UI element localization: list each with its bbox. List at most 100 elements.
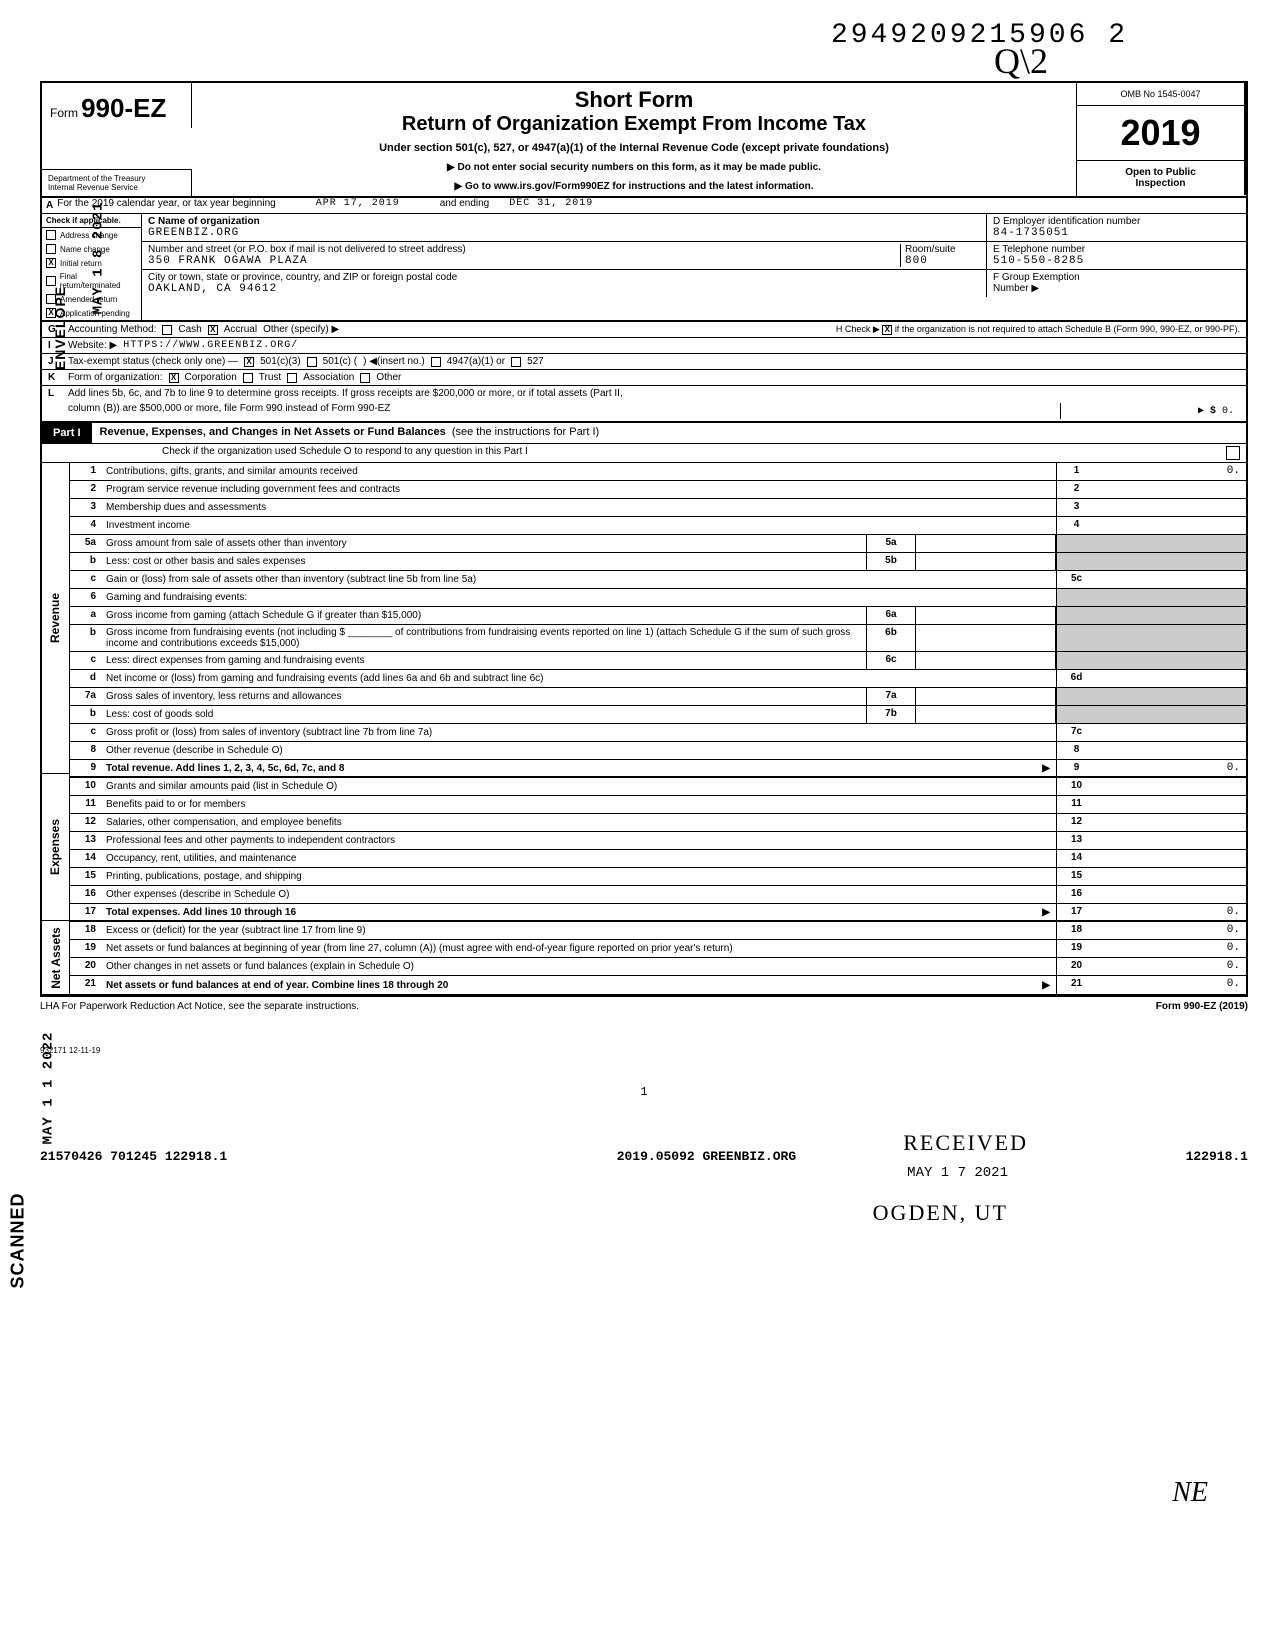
mid-line-number: 6a: [866, 607, 916, 624]
table-row: cLess: direct expenses from gaming and f…: [70, 652, 1246, 670]
amount-value: [1096, 481, 1246, 498]
line-text: Less: cost of goods sold: [100, 706, 866, 723]
amount-value: [1096, 670, 1246, 687]
right-line-number: 11: [1056, 796, 1096, 813]
right-val-shaded: [1096, 607, 1246, 624]
amount-value: [1096, 850, 1246, 867]
line-text: Gross amount from sale of assets other t…: [100, 535, 866, 552]
mid-value: [916, 688, 1056, 705]
table-row: 15Printing, publications, postage, and s…: [70, 868, 1246, 886]
open-inspection: Open to Public Inspection: [1077, 161, 1246, 195]
amount-value: 0.: [1096, 976, 1246, 994]
line-number: 20: [70, 958, 100, 975]
amount-value: 0.: [1096, 940, 1246, 957]
line-text: Grants and similar amounts paid (list in…: [100, 778, 1056, 795]
phone-field: E Telephone number 510-550-8285: [986, 242, 1246, 269]
amount-value: [1096, 814, 1246, 831]
row-k: K Form of organization: XCorporation Tru…: [40, 370, 1248, 386]
schedule-o-checkbox[interactable]: [1226, 446, 1240, 460]
right-box-shaded: [1056, 652, 1096, 669]
amount-value: [1096, 832, 1246, 849]
envelope-stamp: ENVELOPE: [52, 286, 68, 370]
right-val-shaded: [1096, 553, 1246, 570]
line-number: 7a: [70, 688, 100, 705]
row-i: I Website: ▶ HTTPS://WWW.GREENBIZ.ORG/: [40, 338, 1248, 354]
line-number: 5a: [70, 535, 100, 552]
line-text: Professional fees and other payments to …: [100, 832, 1056, 849]
tax-year: 2019: [1077, 106, 1246, 161]
right-box-shaded: [1056, 625, 1096, 651]
row-l-line2: column (B)) are $500,000 or more, file F…: [40, 401, 1248, 423]
table-row: 20Other changes in net assets or fund ba…: [70, 958, 1246, 976]
line-number: 4: [70, 517, 100, 534]
room-label: Room/suite: [905, 244, 956, 255]
title-block: Short Form Return of Organization Exempt…: [192, 83, 1076, 196]
right-val-shaded: [1096, 652, 1246, 669]
table-row: 10Grants and similar amounts paid (list …: [70, 778, 1246, 796]
line-number: 9: [70, 760, 100, 776]
table-row: 7aGross sales of inventory, less returns…: [70, 688, 1246, 706]
right-line-number: 1: [1056, 463, 1096, 480]
line-number: 10: [70, 778, 100, 795]
scanned-stamp: SCANNED: [8, 1192, 29, 1288]
line-number: b: [70, 706, 100, 723]
mid-line-number: 5b: [866, 553, 916, 570]
mid-value: [916, 625, 1056, 651]
received-stamp: RECEIVED: [903, 1130, 1028, 1156]
right-val-shaded: [1096, 688, 1246, 705]
group-exemption: F Group Exemption Number ▶: [986, 270, 1246, 297]
line-number: 17: [70, 904, 100, 920]
mid-line-number: 5a: [866, 535, 916, 552]
footer-row: LHA For Paperwork Reduction Act Notice, …: [40, 996, 1248, 1016]
amount-value: [1096, 571, 1246, 588]
city-label: City or town, state or province, country…: [148, 272, 457, 283]
date-stamp-2022: MAY 1 1 2022: [40, 1032, 56, 1145]
section-label: Expenses: [49, 819, 63, 875]
line-text: Other revenue (describe in Schedule O): [100, 742, 1056, 759]
part-i-header: Part I Revenue, Expenses, and Changes in…: [40, 423, 1248, 444]
form-subtitle: Return of Organization Exempt From Incom…: [200, 113, 1068, 136]
table-row: aGross income from gaming (attach Schedu…: [70, 607, 1246, 625]
table-row: 14Occupancy, rent, utilities, and mainte…: [70, 850, 1246, 868]
bottom-meta: 21570426 701245 122918.1 2019.05092 GREE…: [40, 1149, 1248, 1164]
form-label: Form 990-EZ: [42, 83, 192, 128]
mid-value: [916, 652, 1056, 669]
table-row: 8Other revenue (describe in Schedule O)8: [70, 742, 1246, 760]
amount-value: [1096, 868, 1246, 885]
row-g: G Accounting Method: Cash XAccrual Other…: [40, 322, 1248, 338]
mid-value: [916, 535, 1056, 552]
ein-field: D Employer identification number 84-1735…: [986, 214, 1246, 241]
under-section: Under section 501(c), 527, or 4947(a)(1)…: [200, 142, 1068, 154]
table-row: 3Membership dues and assessments3: [70, 499, 1246, 517]
checkbox[interactable]: [46, 230, 56, 240]
department-label: Department of the Treasury Internal Reve…: [42, 169, 192, 196]
amount-value: 0.: [1096, 904, 1246, 920]
amount-value: [1096, 517, 1246, 534]
right-box-shaded: [1056, 706, 1096, 723]
lha-notice: LHA For Paperwork Reduction Act Notice, …: [40, 1001, 1156, 1012]
line-number: 6: [70, 589, 100, 606]
line-text: Investment income: [100, 517, 1056, 534]
line-text: Other changes in net assets or fund bala…: [100, 958, 1056, 975]
checkbox[interactable]: X: [46, 258, 56, 268]
row-j: J Tax-exempt status (check only one) — X…: [40, 354, 1248, 370]
checkbox[interactable]: [46, 244, 56, 254]
checkbox-label: Amended return: [60, 295, 117, 304]
mid-value: [916, 553, 1056, 570]
section-label: Net Assets: [49, 927, 63, 989]
line-text: Benefits paid to or for members: [100, 796, 1056, 813]
amount-value: 0.: [1096, 760, 1246, 776]
line-text: Contributions, gifts, grants, and simila…: [100, 463, 1056, 480]
line-number: a: [70, 607, 100, 624]
right-line-number: 8: [1056, 742, 1096, 759]
bottom-left-code: 21570426 701245 122918.1: [40, 1149, 227, 1164]
checkbox[interactable]: [46, 276, 56, 286]
table-row: 12Salaries, other compensation, and empl…: [70, 814, 1246, 832]
right-box-shaded: [1056, 607, 1096, 624]
org-name-field: C Name of organization GREENBIZ.ORG: [142, 214, 986, 241]
line-number: 16: [70, 886, 100, 903]
tax-year-begin: APR 17, 2019: [316, 198, 400, 213]
goto-line: ▶ Go to www.irs.gov/Form990EZ for instru…: [200, 181, 1068, 192]
street-address: 350 FRANK OGAWA PLAZA: [148, 255, 308, 267]
table-row: 1Contributions, gifts, grants, and simil…: [70, 463, 1246, 481]
